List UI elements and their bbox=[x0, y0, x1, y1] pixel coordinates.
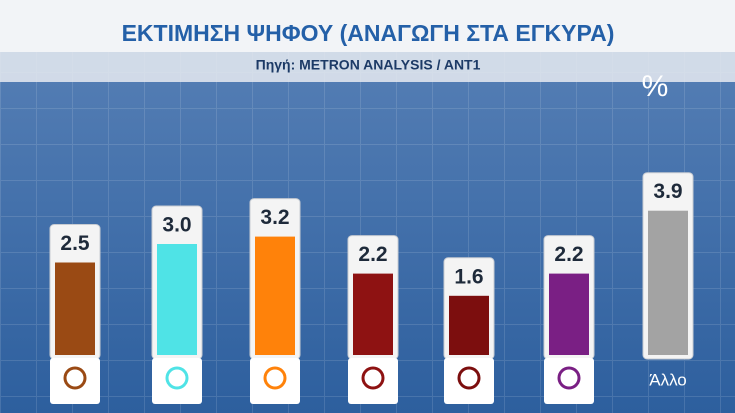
party-logo-mark bbox=[557, 366, 581, 390]
bar bbox=[648, 210, 688, 355]
party-logo bbox=[544, 358, 594, 404]
bar bbox=[55, 262, 95, 355]
bar bbox=[353, 273, 393, 355]
value-label: 3.0 bbox=[162, 214, 191, 237]
party-logo-mark bbox=[263, 366, 287, 390]
value-label: 2.2 bbox=[358, 243, 387, 266]
party-logo-mark bbox=[361, 366, 385, 390]
bar bbox=[255, 236, 295, 355]
value-label: 3.2 bbox=[260, 206, 289, 229]
party-logo-mark bbox=[63, 366, 87, 390]
subtitle-band bbox=[0, 52, 735, 82]
chart-title: ΕΚΤΙΜΗΣΗ ΨΗΦΟΥ (ΑΝΑΓΩΓΗ ΣΤΑ ΕΓΚΥΡΑ) bbox=[122, 20, 615, 46]
bar bbox=[449, 295, 489, 355]
value-label: 1.6 bbox=[454, 265, 483, 288]
party-logo-mark bbox=[165, 366, 189, 390]
bar bbox=[549, 273, 589, 355]
unit-label: % bbox=[642, 70, 669, 103]
value-label: 2.5 bbox=[60, 232, 90, 255]
value-label: 3.9 bbox=[653, 180, 682, 203]
party-logo bbox=[348, 358, 398, 404]
x-tick-label: Άλλο bbox=[649, 370, 687, 389]
party-logo bbox=[444, 358, 494, 404]
party-logo bbox=[50, 358, 100, 404]
party-logo-mark bbox=[457, 366, 481, 390]
title-band bbox=[0, 0, 735, 52]
chart-subtitle: Πηγή: METRON ANALYSIS / ANT1 bbox=[256, 57, 481, 73]
bar bbox=[157, 244, 197, 355]
value-label: 2.2 bbox=[554, 243, 583, 266]
party-logo bbox=[152, 358, 202, 404]
party-logo bbox=[250, 358, 300, 404]
